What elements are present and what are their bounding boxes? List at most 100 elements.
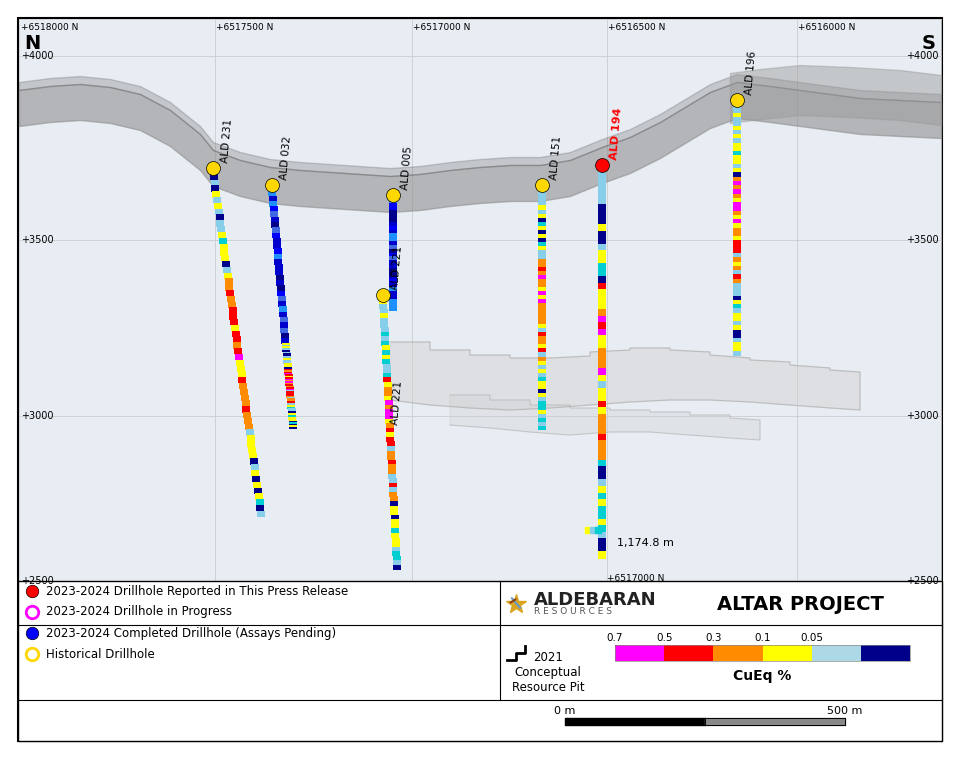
- Text: +6516000 N: +6516000 N: [798, 23, 855, 32]
- Text: 0.1: 0.1: [755, 633, 771, 643]
- Bar: [391, 519, 398, 524]
- Bar: [538, 397, 546, 402]
- Bar: [283, 361, 291, 362]
- Bar: [733, 244, 741, 249]
- Bar: [538, 364, 546, 369]
- Bar: [209, 168, 217, 175]
- Bar: [733, 279, 741, 283]
- Bar: [257, 511, 265, 517]
- Bar: [538, 209, 546, 214]
- Bar: [538, 377, 546, 382]
- Bar: [228, 307, 236, 313]
- Bar: [285, 386, 294, 388]
- Bar: [538, 345, 546, 349]
- Bar: [381, 336, 389, 342]
- Bar: [733, 266, 741, 270]
- Text: 0.3: 0.3: [705, 633, 722, 643]
- Bar: [598, 499, 606, 506]
- Bar: [387, 437, 395, 442]
- Bar: [598, 269, 606, 277]
- Text: S: S: [922, 34, 936, 53]
- Bar: [285, 383, 294, 385]
- Bar: [389, 222, 397, 226]
- Bar: [390, 492, 397, 497]
- Bar: [384, 391, 392, 396]
- Bar: [538, 238, 546, 243]
- Bar: [286, 389, 294, 390]
- Bar: [538, 357, 546, 361]
- Bar: [286, 394, 295, 396]
- Text: ALD 221: ALD 221: [390, 380, 404, 425]
- Bar: [381, 327, 389, 332]
- Bar: [389, 245, 397, 249]
- Text: Historical Drillhole: Historical Drillhole: [46, 647, 155, 660]
- Bar: [538, 299, 546, 304]
- Bar: [598, 231, 606, 238]
- Bar: [221, 255, 229, 261]
- Bar: [598, 165, 606, 172]
- Bar: [389, 264, 397, 269]
- Bar: [253, 487, 262, 494]
- Bar: [389, 272, 397, 276]
- Bar: [282, 345, 290, 347]
- Bar: [538, 279, 546, 284]
- Bar: [598, 204, 606, 211]
- Bar: [538, 414, 546, 418]
- Bar: [236, 360, 244, 366]
- Bar: [380, 323, 389, 328]
- Bar: [389, 283, 397, 288]
- Bar: [538, 194, 546, 198]
- Bar: [282, 349, 290, 351]
- Bar: [282, 348, 290, 350]
- Bar: [286, 397, 295, 399]
- Text: +6517500 N: +6517500 N: [216, 23, 274, 32]
- Bar: [733, 304, 741, 309]
- Bar: [256, 505, 264, 512]
- Bar: [249, 447, 256, 453]
- Bar: [538, 213, 546, 218]
- Bar: [538, 373, 546, 377]
- Bar: [218, 232, 226, 238]
- Bar: [538, 336, 546, 341]
- Bar: [733, 206, 741, 211]
- Bar: [255, 499, 264, 505]
- Bar: [389, 294, 397, 299]
- Bar: [383, 377, 392, 383]
- Bar: [288, 415, 296, 417]
- Bar: [733, 100, 741, 105]
- Bar: [386, 428, 394, 433]
- Text: +3000: +3000: [906, 411, 939, 421]
- Bar: [733, 134, 741, 139]
- Bar: [733, 257, 741, 262]
- Bar: [598, 178, 606, 185]
- Bar: [233, 342, 242, 348]
- Bar: [282, 343, 290, 345]
- Bar: [287, 402, 295, 403]
- Bar: [391, 515, 398, 520]
- Bar: [216, 220, 225, 227]
- Bar: [254, 493, 263, 499]
- Bar: [389, 276, 397, 280]
- Bar: [538, 361, 546, 365]
- Bar: [276, 280, 284, 286]
- Bar: [733, 236, 741, 241]
- Bar: [284, 364, 292, 367]
- Bar: [733, 287, 741, 291]
- Bar: [733, 109, 741, 113]
- Bar: [285, 384, 294, 386]
- Bar: [538, 275, 546, 279]
- Bar: [598, 394, 606, 402]
- Bar: [733, 210, 741, 216]
- Bar: [389, 268, 397, 272]
- Bar: [288, 417, 297, 419]
- Bar: [217, 226, 226, 232]
- Bar: [733, 308, 741, 313]
- Bar: [733, 202, 741, 206]
- Bar: [538, 266, 546, 271]
- Bar: [392, 528, 399, 534]
- Bar: [252, 476, 260, 482]
- Bar: [226, 284, 233, 291]
- Bar: [270, 201, 277, 206]
- Bar: [598, 473, 606, 480]
- Bar: [283, 359, 291, 361]
